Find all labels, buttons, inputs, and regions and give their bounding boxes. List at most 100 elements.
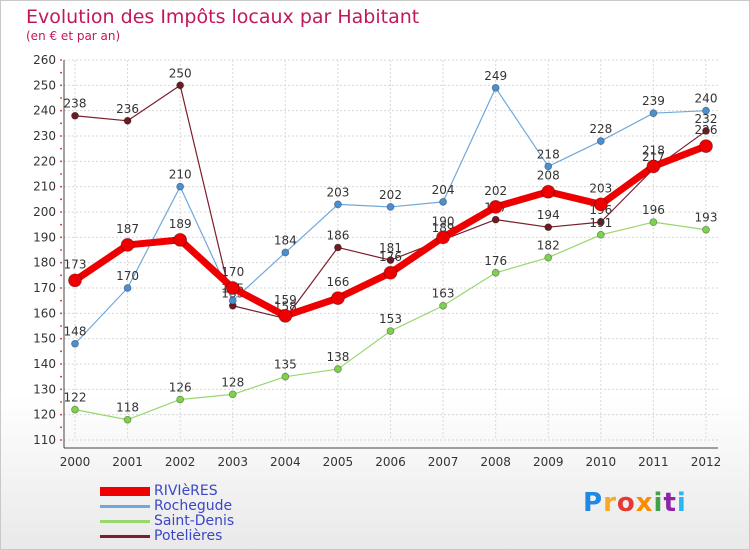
data-point <box>281 372 290 381</box>
data-label: 122 <box>64 391 87 405</box>
y-tick-label: 220 <box>33 154 56 168</box>
data-label: 138 <box>326 350 349 364</box>
data-label: 184 <box>274 234 297 248</box>
data-label: 176 <box>379 250 402 264</box>
x-tick-label: 2012 <box>691 455 722 469</box>
y-axis-minor-dot <box>60 312 62 315</box>
data-point <box>702 127 710 135</box>
data-label: 189 <box>169 217 192 231</box>
y-axis-minor-dot <box>60 413 62 416</box>
data-point <box>334 365 342 373</box>
data-label: 163 <box>432 287 455 301</box>
data-point <box>596 137 605 145</box>
y-axis-minor-dot <box>60 325 62 327</box>
y-axis-minor-dot <box>60 363 62 365</box>
logo-letter: P <box>583 488 604 518</box>
y-tick-label: 160 <box>33 306 56 320</box>
y-axis-minor-dot <box>60 84 62 87</box>
data-label: 196 <box>642 203 665 217</box>
data-label: 187 <box>116 222 139 236</box>
data-label: 202 <box>379 188 402 202</box>
data-point <box>544 223 553 232</box>
x-tick-label: 2008 <box>480 455 511 469</box>
data-point <box>176 182 185 191</box>
y-axis-minor-dot <box>60 287 62 289</box>
data-label: 181 <box>379 241 402 255</box>
data-point <box>68 273 82 288</box>
logo-letter: i <box>653 488 664 518</box>
data-label: 218 <box>537 147 560 161</box>
y-tick-label: 110 <box>33 433 56 447</box>
x-tick-label: 2005 <box>323 455 354 469</box>
x-tick-label: 2000 <box>60 455 91 469</box>
data-label: 250 <box>169 66 192 80</box>
y-axis-minor-dot <box>60 71 62 74</box>
data-point <box>331 291 345 306</box>
data-point <box>123 284 132 292</box>
data-point <box>488 200 503 214</box>
data-point <box>120 238 135 252</box>
data-label: 148 <box>64 325 87 339</box>
y-tick-label: 180 <box>33 256 56 270</box>
data-point <box>699 139 713 154</box>
y-axis-minor-dot <box>60 211 62 213</box>
data-point <box>702 106 710 115</box>
x-tick-label: 2011 <box>638 455 669 469</box>
data-point <box>541 184 556 199</box>
y-axis-minor-dot <box>60 375 62 378</box>
data-point <box>176 81 185 90</box>
y-axis-minor-dot <box>60 122 62 125</box>
y-tick-label: 170 <box>33 281 56 295</box>
x-tick-label: 2009 <box>533 455 564 469</box>
y-axis-minor-dot <box>60 223 62 226</box>
data-point <box>176 395 185 404</box>
data-point <box>225 281 240 295</box>
data-point <box>123 415 132 424</box>
legend-label-1: Rochegude <box>154 498 233 514</box>
y-axis-minor-dot <box>60 439 62 441</box>
chart-title: Evolution des Impôts locaux par Habitant <box>26 6 420 28</box>
data-label: 190 <box>432 214 455 228</box>
data-label: 204 <box>432 183 455 197</box>
data-point <box>649 109 658 118</box>
legend-label-3: Potelières <box>154 528 223 544</box>
data-label: 208 <box>537 169 560 183</box>
data-point <box>123 116 132 125</box>
data-point <box>593 197 608 212</box>
y-axis-minor-dot <box>60 135 62 137</box>
data-point <box>544 162 553 171</box>
chart-subtitle: (en € et par an) <box>26 29 121 43</box>
data-point <box>386 256 395 265</box>
data-label: 126 <box>169 380 192 394</box>
data-point <box>491 215 500 224</box>
data-label: 166 <box>326 275 349 289</box>
logo-letter: o <box>616 488 636 518</box>
y-axis-minor-dot <box>60 160 62 163</box>
y-axis-minor-dot <box>60 274 62 277</box>
logo-letter: x <box>635 488 654 518</box>
data-label: 176 <box>484 254 507 268</box>
data-label: 203 <box>589 181 612 195</box>
logo-letter: r <box>603 488 617 518</box>
data-label: 193 <box>695 211 718 225</box>
data-point <box>439 197 447 206</box>
legend-swatch-0 <box>100 487 150 496</box>
y-tick-label: 130 <box>33 382 56 396</box>
x-tick-label: 2010 <box>586 455 617 469</box>
logo-letter: i <box>676 488 687 518</box>
y-axis-minor-dot <box>60 147 62 150</box>
data-label: 218 <box>642 143 665 157</box>
y-axis-minor-dot <box>60 337 62 340</box>
data-point <box>383 265 398 280</box>
data-label: 249 <box>484 69 507 83</box>
data-label: 182 <box>537 239 560 253</box>
y-tick-label: 250 <box>33 78 56 92</box>
data-label: 232 <box>695 112 718 126</box>
data-label: 135 <box>274 358 297 372</box>
data-point <box>386 203 395 211</box>
data-label: 159 <box>274 293 297 307</box>
y-tick-label: 240 <box>33 104 56 118</box>
data-point <box>71 405 79 414</box>
y-axis-minor-dot <box>60 388 62 391</box>
